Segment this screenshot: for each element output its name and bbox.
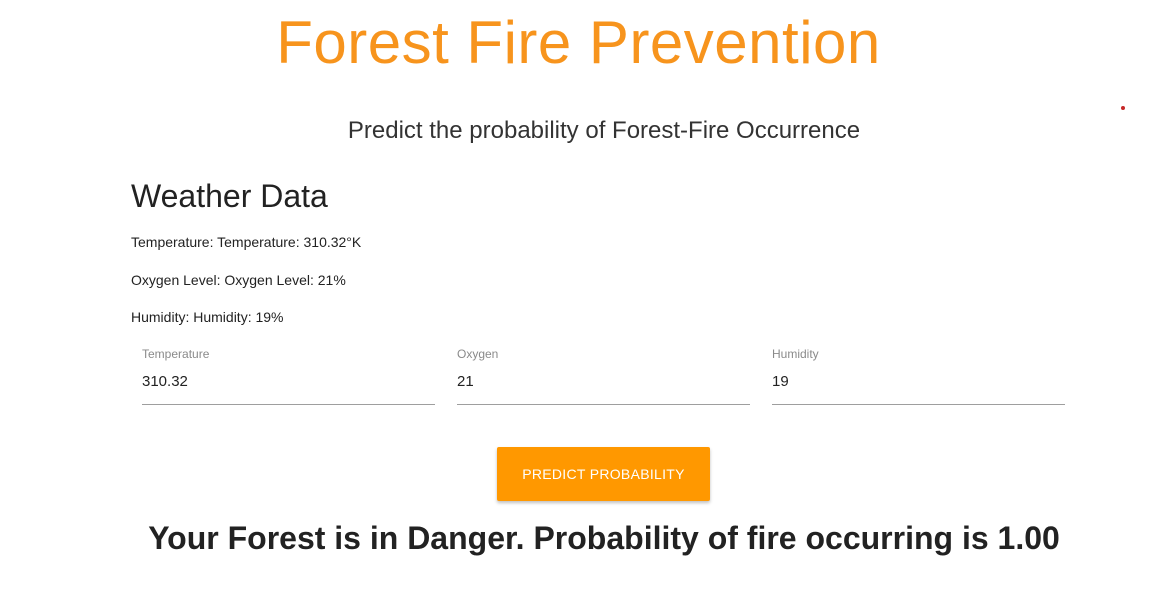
indicator-dot bbox=[1121, 106, 1125, 110]
humidity-input[interactable] bbox=[772, 370, 1065, 392]
humidity-label: Humidity bbox=[772, 347, 819, 361]
humidity-readout: Humidity: Humidity: 19% bbox=[131, 309, 284, 325]
oxygen-label: Oxygen bbox=[457, 347, 499, 361]
humidity-field: Humidity bbox=[772, 346, 1065, 405]
oxygen-input[interactable] bbox=[457, 370, 750, 392]
oxygen-readout: Oxygen Level: Oxygen Level: 21% bbox=[131, 272, 346, 288]
page-subtitle: Predict the probability of Forest-Fire O… bbox=[347, 117, 861, 144]
temperature-field: Temperature bbox=[142, 346, 435, 405]
prediction-result: Your Forest is in Danger. Probability of… bbox=[148, 520, 1060, 556]
oxygen-field: Oxygen bbox=[457, 346, 750, 405]
temperature-label: Temperature bbox=[142, 347, 210, 361]
predict-probability-button[interactable]: Predict Probability bbox=[497, 447, 710, 501]
temperature-input[interactable] bbox=[142, 370, 435, 392]
temperature-readout: Temperature: Temperature: 310.32°K bbox=[131, 234, 362, 250]
page-title: Forest Fire Prevention bbox=[276, 9, 881, 76]
weather-data-heading: Weather Data bbox=[131, 178, 328, 214]
